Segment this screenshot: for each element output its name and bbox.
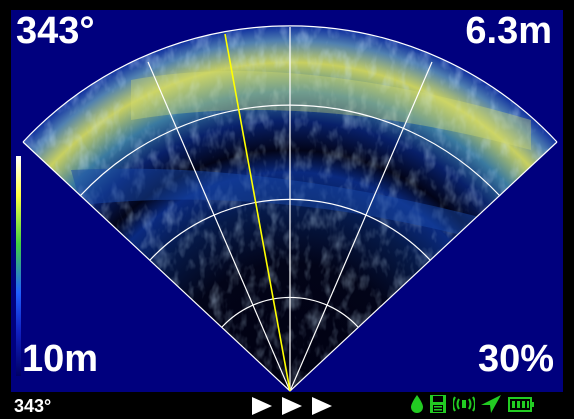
status-heading: 343° <box>14 396 52 416</box>
vibration-icon <box>453 396 475 412</box>
heading-readout: 343° <box>16 10 95 52</box>
water-drop-icon <box>411 395 423 413</box>
gps-arrow-icon <box>481 395 501 413</box>
depth-readout: 10m <box>22 338 99 380</box>
sonar-display <box>11 10 563 392</box>
play-arrow-icon <box>312 397 332 415</box>
play-arrows[interactable] <box>252 395 342 417</box>
intensity-color-scale <box>16 156 21 376</box>
sonar-fan-plot <box>22 25 558 392</box>
save-icon <box>430 395 446 413</box>
play-arrow-icon <box>282 397 302 415</box>
battery-icon <box>508 397 534 412</box>
bearing-lines <box>22 27 558 392</box>
range-readout: 6.3m <box>465 10 552 52</box>
sonar-echo-image <box>23 25 557 392</box>
heading-line <box>224 33 291 392</box>
play-arrow-icon <box>252 397 272 415</box>
gain-readout: 30% <box>477 338 554 380</box>
status-bar: 343° <box>0 392 574 419</box>
